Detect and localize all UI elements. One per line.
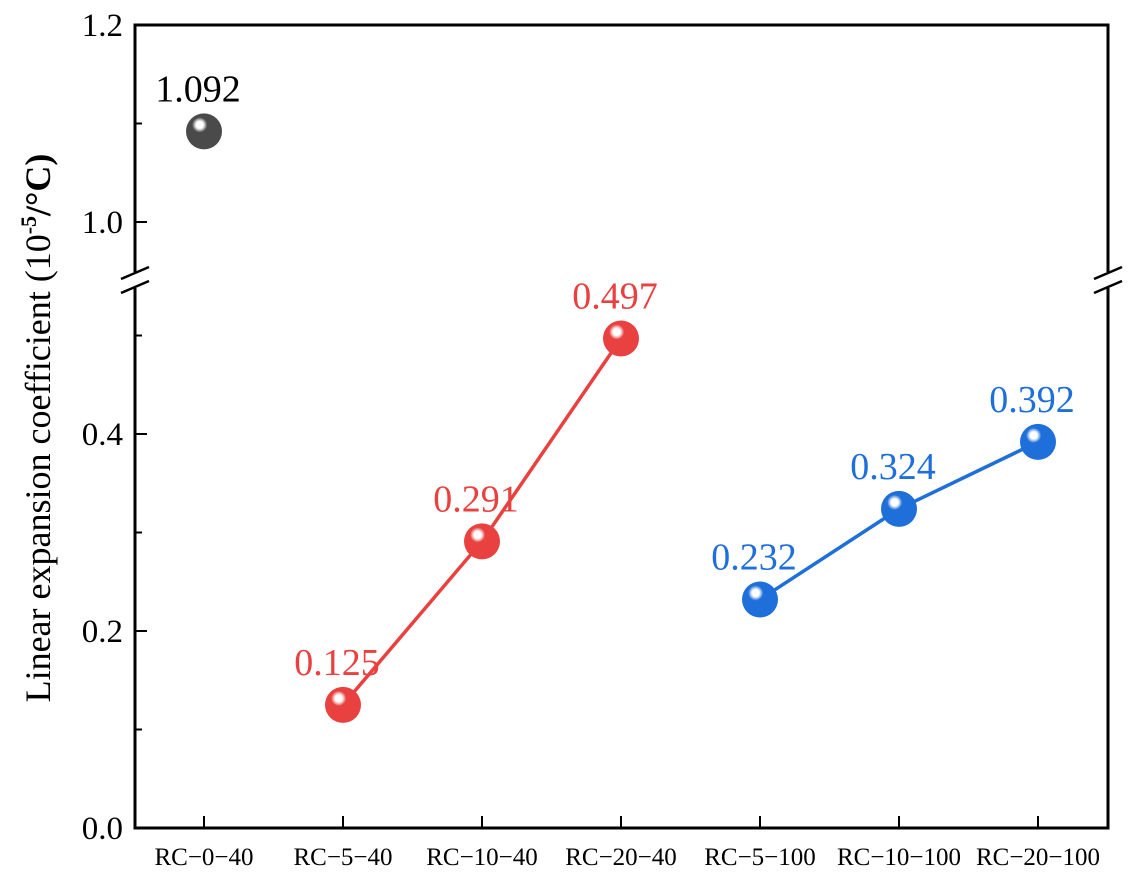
data-label: 0.291 [433,478,519,520]
x-tick-label: RC−20−100 [976,844,1100,871]
data-label: 0.125 [294,642,380,684]
data-point [742,581,778,618]
data-label: 0.232 [711,536,797,578]
axis-break [120,265,1123,295]
y-tick-label: 1.2 [82,8,123,44]
data-point [881,490,917,527]
x-tick-label: RC−5−40 [293,844,392,871]
plot-frame [133,23,1110,830]
data-point [1020,423,1056,460]
data-label: 0.324 [850,446,936,488]
x-tick-label: RC−5−100 [704,844,816,871]
x-tick-label: RC−10−100 [837,844,961,871]
y-tick-label: 0.4 [82,417,123,453]
data-point [464,523,500,560]
y-tick-label: 0.2 [82,614,123,650]
x-tick-label: RC−0−40 [154,844,253,871]
data-point [186,113,222,150]
y-axis-title: Linear expansion coefficient (10-5/°C) [16,154,58,703]
data-point [325,686,361,723]
data-label: 0.497 [572,275,658,317]
y-tick-label: 0.0 [82,811,123,847]
data-point [603,320,639,357]
y-tick-label: 1.0 [82,205,123,241]
data-label: 1.092 [155,68,241,110]
x-tick-label: RC−10−40 [426,844,538,871]
series-line [341,337,623,707]
x-tick-label: RC−20−40 [565,844,677,871]
data-label: 0.392 [989,379,1075,421]
